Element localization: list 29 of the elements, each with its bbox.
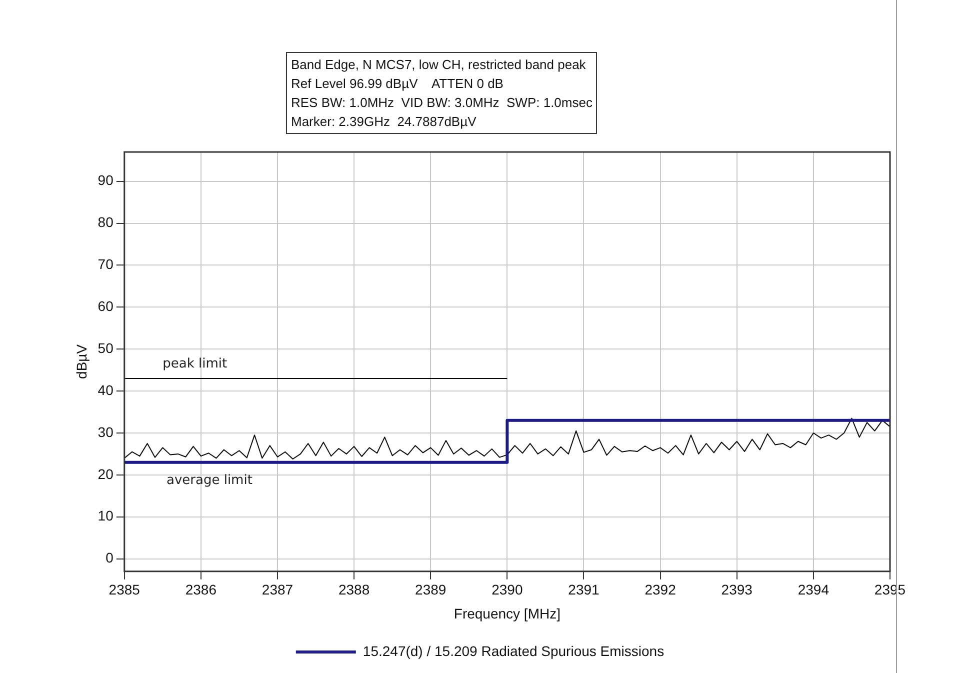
text: Marker: 2.39GHz 24.7887dBµV [291,113,478,131]
legend-label: 15.247(d) / 15.209 Radiated Spurious Emissions [362,642,664,659]
x-tick-label: 2389 [415,582,446,598]
y-tick-label: 50 [98,340,114,356]
x-tick-label: 2388 [338,582,370,598]
text: Ref Level 96.99 dBµV ATTEN 0 dB [291,75,504,93]
y-axis-title: dBµV [73,344,90,379]
y-tick-label: 30 [98,424,114,440]
y-tick-label: 70 [98,256,114,272]
y-tick-label: 10 [98,508,114,524]
x-tick-label: 2385 [108,582,140,598]
x-tick-label: 2392 [644,582,676,598]
y-tick-label: 40 [98,382,114,398]
x-axis-title: Frequency [MHz] [454,605,560,622]
y-tick-label: 20 [98,466,114,482]
x-tick-label: 2391 [568,582,600,598]
annotation: average limit [166,473,252,488]
y-tick-label: 90 [98,172,114,188]
y-tick-label: 80 [98,214,114,230]
x-tick-label: 2393 [721,582,753,598]
x-tick-label: 2390 [492,582,523,598]
annotation: peak limit [162,356,228,372]
x-tick-label: 2386 [185,582,217,598]
text: RES BW: 1.0MHz VID BW: 3.0MHz SWP: 1.0msec [291,94,592,112]
y-tick-label: 60 [98,298,114,314]
x-tick-label: 2387 [262,582,294,598]
x-tick-label: 2394 [798,582,830,598]
y-tick-label: 0 [106,550,114,566]
chart-title: Band Edge, N MCS7, low CH, restricted band peak [291,56,587,74]
